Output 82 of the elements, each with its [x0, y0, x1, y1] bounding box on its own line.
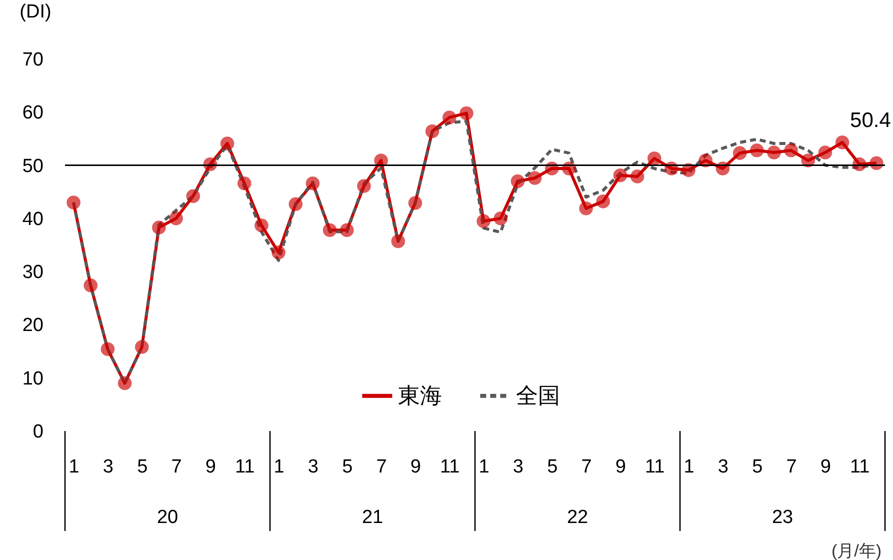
point	[750, 144, 764, 158]
text: 21	[362, 507, 384, 528]
point	[374, 154, 388, 168]
x-tick-label: 11	[645, 456, 665, 478]
y-tick-label: 70	[22, 50, 44, 70]
point	[579, 201, 593, 216]
point	[596, 194, 610, 208]
point	[476, 214, 490, 228]
text: 23	[772, 507, 794, 528]
point	[237, 176, 252, 190]
x-tick-label: 1	[274, 456, 284, 478]
x-tick-label: 5	[547, 456, 558, 478]
point	[647, 152, 662, 166]
x-tick-label: 1	[478, 456, 490, 478]
point	[494, 212, 508, 226]
x-tick-label: 7	[171, 456, 182, 478]
y-tick-label: 10	[22, 368, 44, 390]
legend-label: 全国	[516, 382, 560, 408]
point	[510, 174, 525, 188]
point	[698, 154, 713, 168]
y-tick-label: 30	[22, 262, 44, 284]
y-tick-label: 20	[22, 315, 44, 336]
point	[682, 163, 696, 177]
point	[118, 376, 132, 390]
x-tick-label: 1	[68, 456, 80, 478]
point	[357, 179, 371, 193]
x-axis-title: (月/年)	[831, 542, 882, 560]
point	[66, 196, 80, 210]
x-tick-label: 3	[102, 456, 114, 478]
point	[288, 197, 303, 211]
x-tick-label: 9	[410, 456, 421, 478]
x-tick-label: 5	[342, 456, 353, 478]
legend-label: 東海	[398, 382, 442, 408]
text: 22	[566, 507, 588, 528]
x-tick-label: 11	[850, 456, 870, 478]
x-tick-label: 3	[512, 456, 524, 478]
x-tick-label: 11	[235, 456, 255, 478]
point	[767, 146, 781, 160]
x-tick-label: 5	[137, 456, 148, 478]
point	[630, 170, 644, 184]
text: 20	[156, 507, 178, 528]
point	[425, 124, 440, 138]
y-tick-label: 50	[22, 156, 44, 177]
y-tick-label: 0	[32, 422, 44, 442]
point	[134, 340, 149, 354]
point	[84, 278, 98, 292]
point	[322, 223, 337, 237]
data-label: 50.4	[850, 109, 892, 132]
point	[186, 189, 200, 203]
x-tick-label: 9	[205, 456, 216, 478]
point	[613, 168, 628, 182]
point	[100, 342, 115, 356]
point	[340, 223, 354, 237]
x-tick-label: 7	[786, 456, 797, 478]
x-tick-label: 7	[376, 456, 387, 478]
x-tick-label: 9	[615, 456, 626, 478]
x-tick-label: 1	[684, 456, 694, 478]
x-tick-label: 3	[718, 456, 728, 478]
point	[442, 110, 456, 124]
point	[254, 218, 268, 232]
x-tick-label: 9	[820, 456, 831, 478]
y-tick-label: 60	[22, 102, 44, 124]
x-tick-label: 3	[308, 456, 318, 478]
point	[220, 136, 234, 150]
point	[306, 176, 320, 190]
point	[391, 234, 406, 248]
y-axis-title: (DI)	[20, 2, 52, 22]
point	[732, 146, 747, 160]
y-tick-label: 40	[22, 208, 44, 230]
x-tick-label: 11	[440, 456, 460, 478]
point	[272, 246, 286, 260]
point	[408, 196, 422, 210]
point	[784, 144, 798, 158]
point	[818, 146, 832, 160]
x-tick-label: 5	[752, 456, 763, 478]
x-tick-label: 7	[581, 456, 592, 478]
point	[169, 212, 183, 226]
point	[152, 220, 166, 234]
point	[528, 171, 542, 185]
point	[460, 106, 474, 120]
point	[835, 136, 850, 150]
point	[801, 154, 816, 168]
